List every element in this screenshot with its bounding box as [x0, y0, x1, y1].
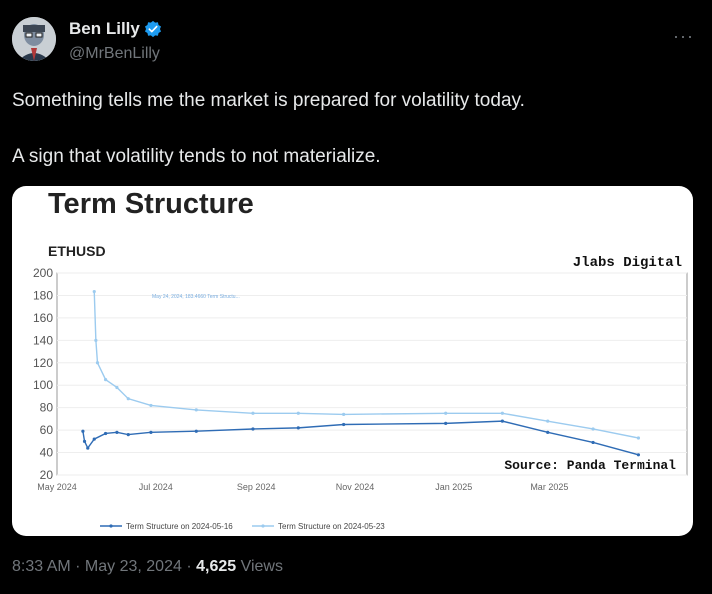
data-point: [82, 439, 87, 443]
data-point: [636, 453, 641, 457]
y-tick-label: 180: [33, 288, 53, 302]
data-point: [126, 397, 130, 401]
data-point: [342, 412, 346, 416]
legend-marker: [261, 524, 265, 528]
chart-image[interactable]: Term Structure ETHUSD Jlabs Digital 20 40…: [12, 186, 693, 536]
data-point: [444, 411, 448, 415]
y-tick-label: 40: [40, 446, 54, 460]
data-point: [591, 440, 595, 445]
y-tick-label: 20: [40, 468, 54, 482]
user-handle[interactable]: @MrBenLilly: [69, 45, 160, 62]
x-tick-label: Mar 2025: [530, 482, 568, 492]
data-point: [95, 361, 100, 365]
tooltip-label: May 24, 2024, 183.4660 Term Structu...: [152, 294, 240, 300]
x-tick-label: Jul 2024: [139, 482, 173, 492]
data-point: [342, 422, 346, 427]
y-tick-label: 80: [40, 401, 54, 415]
data-point: [149, 430, 153, 434]
legend-marker: [109, 524, 113, 528]
data-point: [251, 411, 255, 415]
data-point: [546, 419, 550, 423]
y-tick-label: 200: [33, 266, 53, 280]
more-options-icon[interactable]: ···: [673, 26, 694, 46]
tweet-date[interactable]: May 23, 2024: [84, 558, 182, 575]
data-point: [86, 446, 90, 450]
views-count: 4,625: [196, 558, 237, 575]
x-tick-label: Jan 2025: [435, 482, 472, 492]
data-point: [149, 403, 153, 408]
data-point: [92, 289, 96, 294]
legend-label: Term Structure on 2024-05-23: [278, 522, 385, 531]
data-point: [115, 430, 119, 434]
y-tick-label: 60: [40, 423, 54, 437]
data-point: [94, 338, 98, 342]
data-point: [126, 433, 130, 437]
data-point: [81, 429, 85, 433]
data-point: [92, 437, 96, 441]
series-line-2: [93, 291, 639, 439]
verified-badge-icon: [144, 20, 161, 38]
data-point: [500, 411, 504, 415]
tweet-text-line-2: A sign that volatility tends to not mate…: [12, 146, 381, 167]
watermark-label: Jlabs Digital: [573, 255, 682, 271]
avatar[interactable]: [12, 17, 56, 61]
data-point: [296, 426, 300, 430]
data-point: [115, 385, 119, 390]
data-point: [103, 431, 108, 436]
views-label: Views: [240, 558, 283, 575]
data-point: [500, 419, 504, 423]
y-tick-label: 160: [33, 311, 53, 325]
data-point: [296, 411, 300, 415]
x-tick-label: Sep 2024: [237, 482, 276, 492]
chart-title: Term Structure: [48, 188, 254, 220]
tweet-text-line-1: Something tells me the market is prepare…: [12, 90, 525, 111]
y-tick-label: 100: [33, 378, 53, 392]
source-label: Source: Panda Terminal: [504, 458, 676, 473]
chart-subtitle: ETHUSD: [48, 243, 106, 259]
term-structure-chart: Term Structure ETHUSD Jlabs Digital 20 40…: [33, 188, 688, 531]
data-point: [194, 408, 198, 412]
tweet-meta: 8:33 AM · May 23, 2024 · 4,625 Views: [12, 558, 283, 575]
data-point: [546, 430, 550, 434]
user-name[interactable]: Ben Lilly: [69, 19, 140, 38]
data-point: [591, 427, 595, 431]
data-point: [636, 436, 641, 440]
data-point: [103, 378, 108, 382]
x-tick-label: Nov 2024: [336, 482, 375, 492]
data-point: [251, 427, 255, 431]
plot-frame: [56, 272, 688, 476]
legend-label: Term Structure on 2024-05-16: [126, 522, 233, 531]
series-line-1: [82, 420, 639, 456]
data-point: [194, 429, 198, 433]
y-tick-label: 120: [33, 356, 53, 370]
y-tick-label: 140: [33, 333, 53, 347]
tweet-time[interactable]: 8:33 AM: [12, 558, 71, 575]
data-point: [444, 421, 448, 425]
x-tick-label: May 2024: [37, 482, 77, 492]
